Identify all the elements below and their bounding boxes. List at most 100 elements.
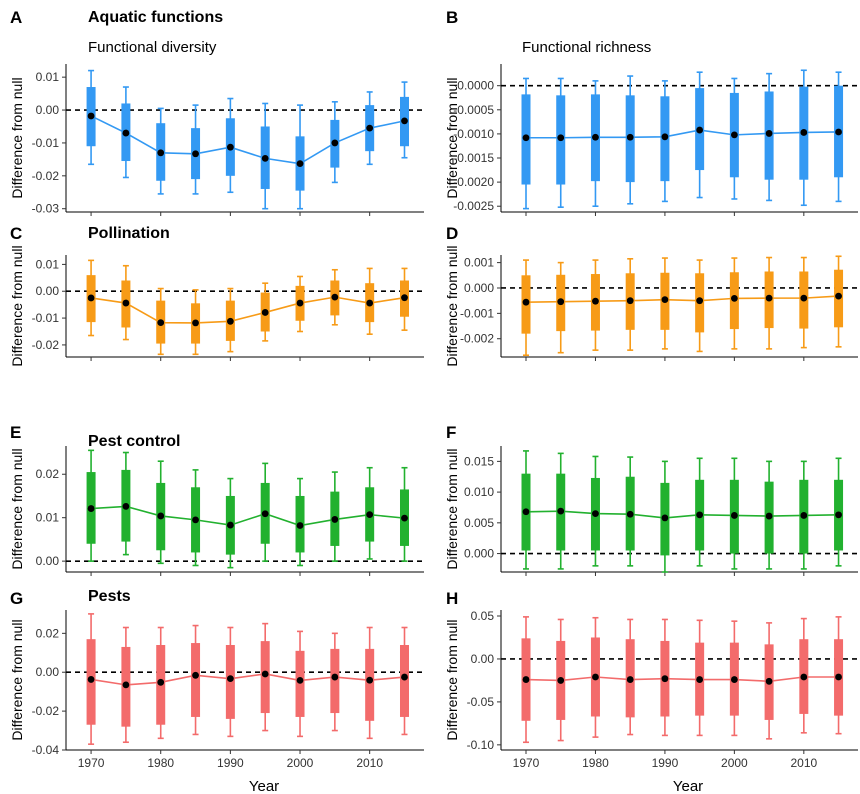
panel-e: Difference from null 0.02 0.01 0.00 [9, 446, 424, 576]
median-point [592, 133, 599, 141]
y-tick-label: 0.0000 [457, 79, 494, 93]
median-point [366, 676, 374, 684]
median-point [800, 673, 808, 681]
y-axis-title: Difference from null [444, 619, 460, 740]
row-title-pollination: Pollination [88, 225, 170, 242]
row-title-pests: Pests [88, 588, 131, 605]
median-trend-line [525, 295, 839, 303]
median-point [296, 299, 304, 307]
col-title-functional-diversity: Functional diversity [88, 39, 217, 56]
y-tick-label: 0.05 [471, 609, 495, 623]
median-point [157, 512, 165, 520]
median-point [122, 502, 130, 510]
y-tick-label: 0.00 [36, 103, 60, 117]
median-point [401, 294, 408, 302]
median-point [296, 160, 304, 168]
median-trend-line [90, 115, 405, 165]
median-point [157, 678, 165, 686]
median-trend-line [525, 676, 839, 683]
x-tick-label: 1980 [582, 756, 609, 770]
panel-c: Difference from null 0.01 0.00 -0.01 -0.02 [9, 245, 424, 367]
y-axis-title: Difference from null [444, 77, 460, 198]
median-point [592, 297, 599, 305]
median-point [835, 673, 842, 681]
panel-letter-e: E [10, 423, 21, 442]
y-axis-title: Difference from null [444, 448, 460, 569]
median-point [296, 522, 304, 529]
y-tick-label: -0.01 [32, 136, 60, 150]
median-point [192, 319, 199, 327]
median-point [765, 512, 773, 520]
y-tick-label: -0.02 [32, 169, 60, 183]
y-tick-label: 0.005 [464, 516, 494, 530]
median-point [366, 511, 374, 519]
median-point [661, 296, 669, 304]
median-point [226, 675, 234, 683]
median-point [192, 516, 199, 524]
y-tick-label: 0.00 [36, 284, 60, 298]
y-tick-label: -0.01 [32, 311, 60, 325]
x-tick-label: 1970 [513, 756, 540, 770]
y-axis-title: Difference from null [9, 619, 25, 740]
median-point [557, 298, 565, 306]
median-point [626, 676, 634, 683]
median-point [296, 676, 304, 684]
median-point [661, 133, 669, 141]
median-point [87, 676, 95, 683]
row-title-pest-control: Pest control [88, 433, 180, 450]
y-tick-label: -0.0020 [453, 175, 494, 189]
y-tick-label: -0.05 [467, 695, 495, 709]
y-tick-label: 0.010 [464, 485, 494, 499]
x-tick-label: 2000 [721, 756, 748, 770]
median-point [331, 516, 339, 523]
median-point [661, 514, 669, 522]
row-title-aquatic: Aquatic functions [88, 9, 223, 26]
y-tick-label: 0.01 [36, 257, 60, 271]
y-tick-label: -0.02 [32, 338, 60, 352]
median-point [557, 507, 565, 515]
median-trend-line [91, 505, 405, 527]
y-tick-label: -0.03 [32, 202, 60, 216]
median-point [800, 294, 808, 302]
median-point [696, 511, 704, 519]
panel-letter-b: B [446, 8, 458, 27]
median-point [835, 128, 842, 136]
iqr-box [365, 648, 375, 721]
median-point [401, 117, 408, 125]
panel-a: Difference from null 0.01 0.00 -0.01 -0.02 -0… [9, 64, 424, 216]
y-tick-label: -0.0005 [453, 103, 494, 117]
median-point [192, 150, 199, 158]
median-point [835, 511, 842, 519]
y-tick-label: 0.00 [471, 652, 495, 666]
y-tick-label: -0.10 [467, 738, 495, 752]
median-point [522, 508, 530, 516]
median-point [157, 319, 165, 327]
y-tick-label: -0.002 [460, 332, 494, 346]
panel-letter-c: C [10, 224, 22, 243]
median-point [626, 510, 634, 518]
median-point [730, 294, 738, 302]
median-trend-line [526, 129, 839, 139]
y-tick-label: -0.001 [460, 306, 494, 320]
x-tick-label: 2010 [790, 756, 817, 770]
median-point [331, 139, 339, 147]
median-point [366, 124, 374, 132]
median-point [730, 131, 738, 139]
x-tick-label: 1990 [652, 756, 679, 770]
median-point [331, 673, 339, 681]
median-point [557, 134, 565, 142]
median-point [730, 512, 738, 519]
panel-letter-d: D [446, 224, 458, 243]
y-tick-label: 0.01 [36, 70, 60, 84]
median-point [557, 677, 565, 684]
median-point [122, 129, 130, 137]
median-point [835, 292, 842, 300]
median-point [401, 514, 408, 522]
panels: Difference from null 0.01 0.00 -0.01 -0.02 -0… [9, 64, 858, 770]
x-tick-label: 1970 [78, 756, 105, 770]
y-tick-label: 0.000 [464, 547, 494, 561]
y-axis-title: Difference from null [9, 245, 25, 366]
median-point [226, 143, 234, 151]
